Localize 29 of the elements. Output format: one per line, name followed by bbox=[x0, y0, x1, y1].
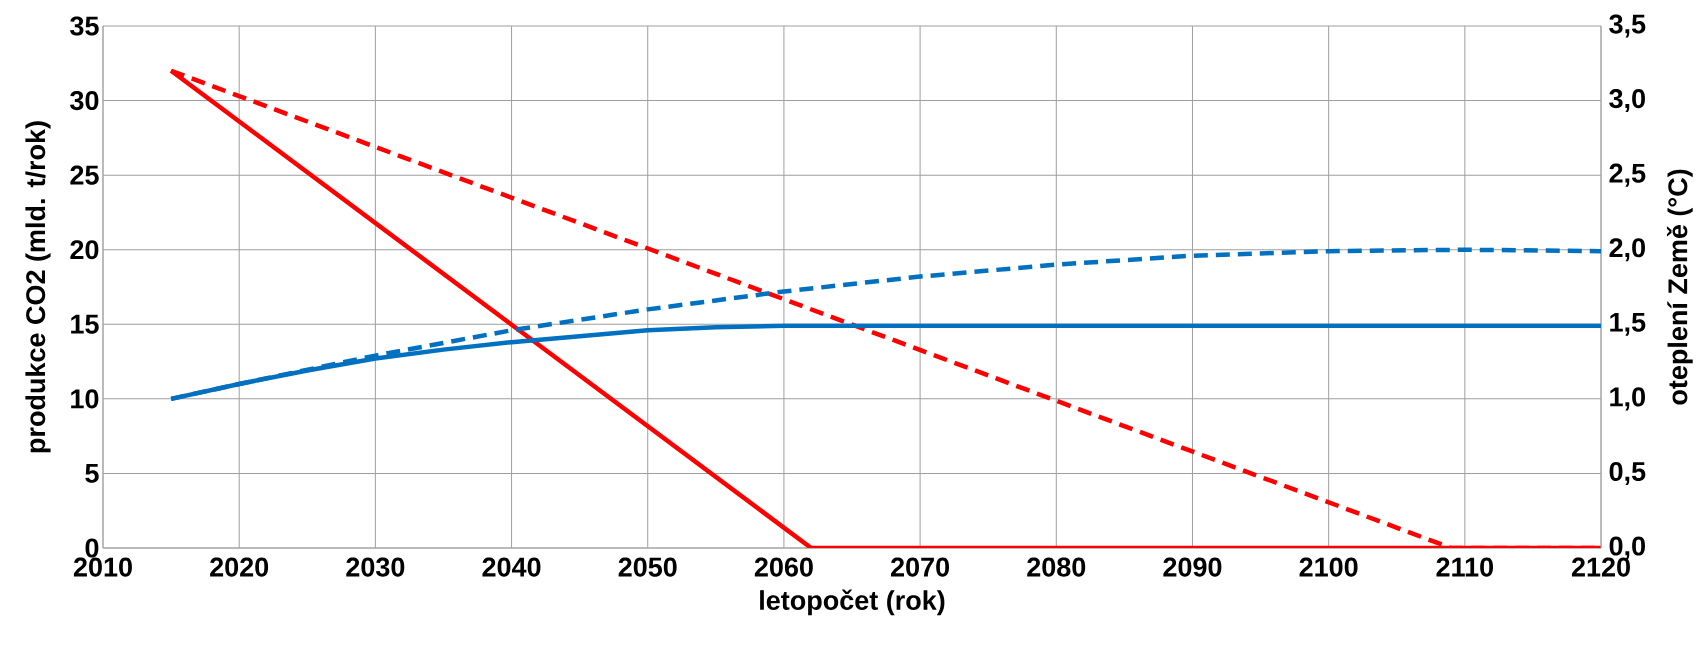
x-tick-label: 2110 bbox=[1436, 557, 1494, 577]
y-tick-label: 35 bbox=[70, 16, 99, 36]
y-tick-label: 10 bbox=[71, 389, 99, 409]
y2-tick-label: 3,5 bbox=[1609, 14, 1646, 38]
x-tick-label: 2030 bbox=[346, 557, 405, 577]
x-tick-label: 2060 bbox=[754, 557, 813, 577]
y-tick-label: 30 bbox=[70, 90, 99, 111]
y2-tick-label: 2,5 bbox=[1609, 163, 1646, 187]
y2-axis-title: oteplení Země (°C) bbox=[1666, 169, 1693, 405]
y-tick-label: 25 bbox=[70, 165, 99, 185]
y-tick-label: 20 bbox=[70, 240, 99, 260]
y-tick-label: 0 bbox=[85, 538, 99, 558]
y2-tick-label: 1,5 bbox=[1610, 312, 1646, 336]
x-tick-label: 2020 bbox=[210, 557, 269, 577]
x-tick-label: 2010 bbox=[73, 557, 132, 577]
y2-tick-label: 0,5 bbox=[1609, 461, 1646, 485]
y2-tick-label: 2,0 bbox=[1609, 238, 1645, 262]
y2-tick-label: 1,0 bbox=[1610, 387, 1645, 411]
y-tick-label: 15 bbox=[71, 314, 99, 334]
x-tick-label: 2070 bbox=[891, 557, 950, 577]
y-tick-label: 5 bbox=[85, 464, 99, 483]
x-tick-label: 2090 bbox=[1163, 557, 1222, 577]
y2-tick-label: 3,0 bbox=[1609, 89, 1645, 113]
x-tick-label: 2100 bbox=[1299, 557, 1358, 577]
x-tick-label: 2080 bbox=[1027, 557, 1086, 577]
x-tick-label: 2040 bbox=[482, 557, 541, 577]
y-axis-title: produkce CO2 (mld. t/rok) bbox=[25, 121, 51, 453]
x-axis-title: letopočet (rok) bbox=[760, 589, 945, 616]
x-tick-label: 2050 bbox=[618, 557, 677, 577]
